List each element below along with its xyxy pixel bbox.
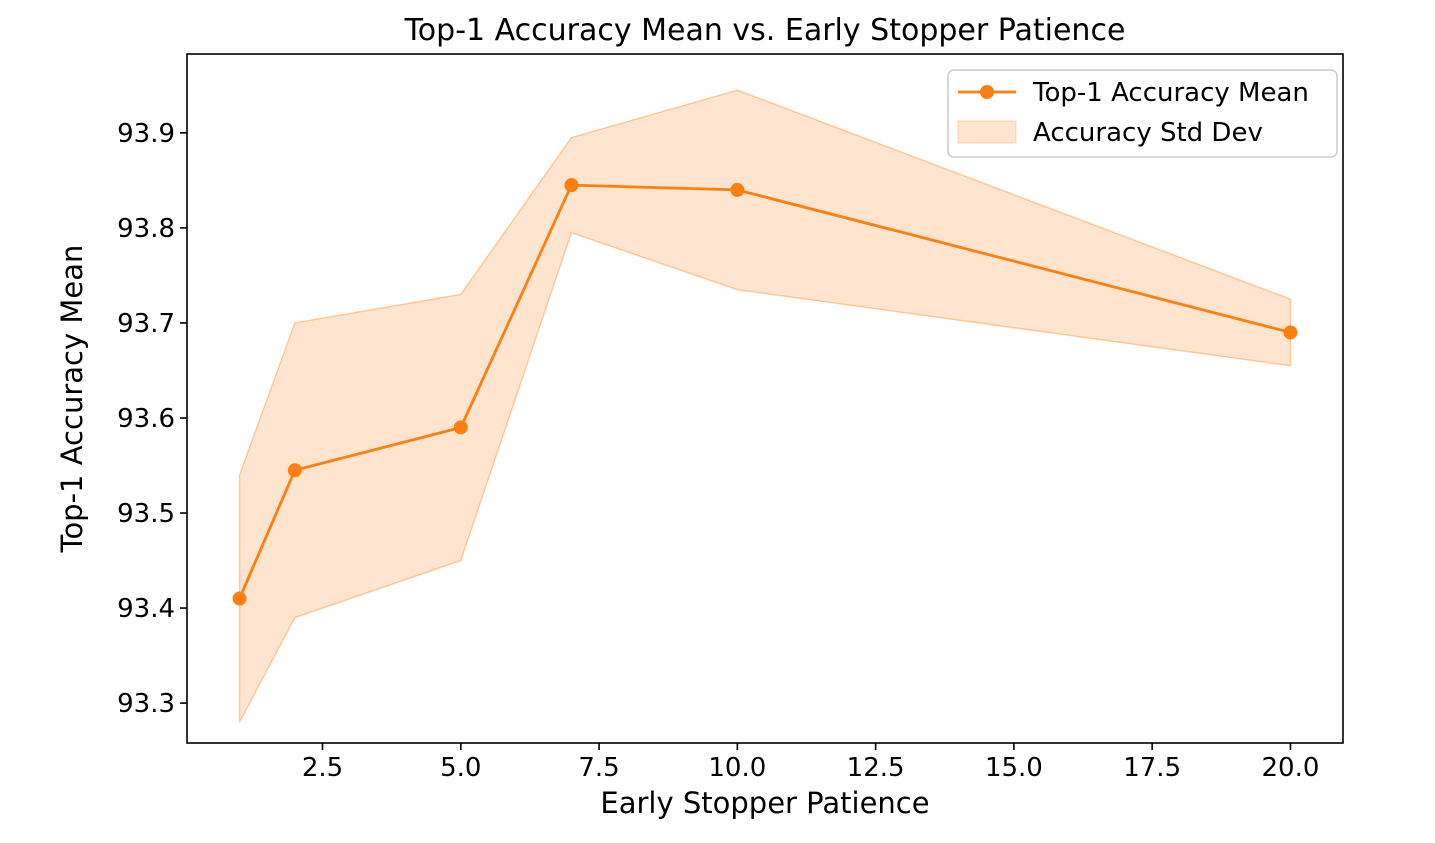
data-point-marker [453, 420, 468, 435]
x-tick-label: 15.0 [985, 753, 1043, 783]
x-axis-label: Early Stopper Patience [600, 786, 929, 820]
x-tick-label: 12.5 [847, 753, 905, 783]
y-tick-label: 93.9 [117, 119, 175, 149]
mean-line [238, 183, 1292, 600]
data-point-marker [232, 591, 247, 606]
y-tick-label: 93.8 [117, 214, 175, 244]
data-point-marker [1283, 325, 1298, 340]
x-tick-label: 7.5 [578, 753, 619, 783]
y-tick-label: 93.3 [117, 689, 175, 719]
y-tick-label: 93.5 [117, 499, 175, 529]
y-tick-label: 93.7 [117, 309, 175, 339]
data-point-marker [564, 178, 579, 193]
x-tick-label: 10.0 [708, 753, 766, 783]
y-tick-label: 93.6 [117, 404, 175, 434]
legend-label-mean: Top-1 Accuracy Mean [1032, 78, 1309, 108]
x-tick-label: 5.0 [440, 753, 481, 783]
chart-title: Top-1 Accuracy Mean vs. Early Stopper Pa… [404, 13, 1126, 48]
y-tick-label: 93.4 [117, 594, 175, 624]
legend-marker-sample [980, 85, 994, 99]
y-axis-label: Top-1 Accuracy Mean [55, 245, 89, 554]
legend-patch-sample [957, 120, 1017, 144]
data-point-marker [287, 463, 302, 478]
axes-box [186, 53, 1344, 744]
legend: Top-1 Accuracy Mean Accuracy Std Dev [947, 69, 1338, 158]
x-tick-label: 17.5 [1123, 753, 1181, 783]
legend-box [947, 69, 1338, 158]
x-tick-label: 20.0 [1262, 753, 1320, 783]
data-point-marker [730, 182, 745, 197]
x-tick-label: 2.5 [302, 753, 343, 783]
legend-label-std: Accuracy Std Dev [1033, 118, 1263, 148]
std-dev-band [238, 89, 1292, 723]
